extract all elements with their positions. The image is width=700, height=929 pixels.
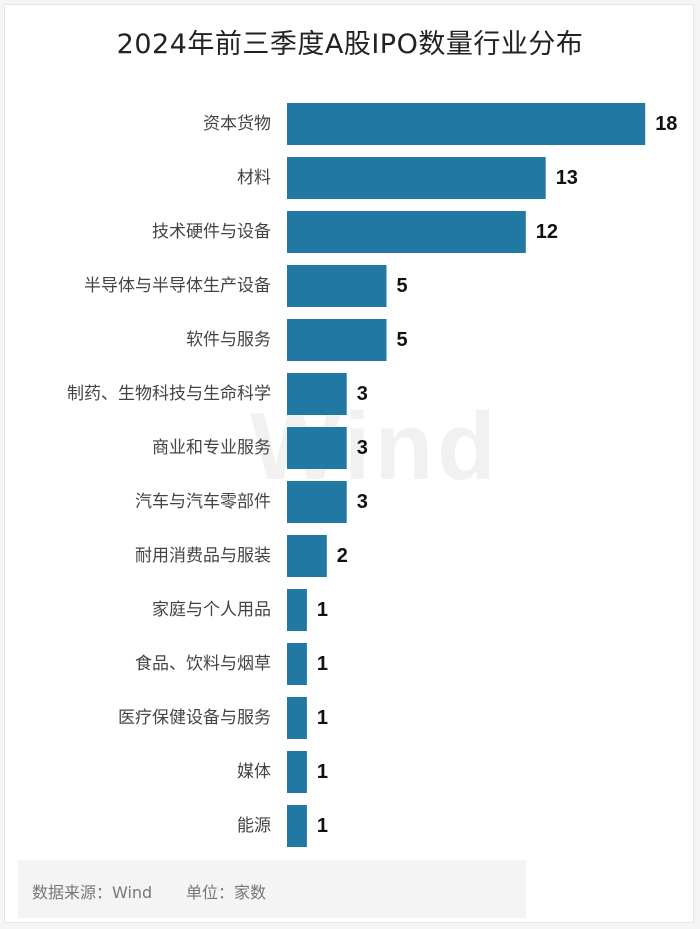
category-labels: 资本货物材料技术硬件与设备半导体与半导体生产设备软件与服务制药、生物科技与生命科… [67, 114, 271, 836]
category-label: 耐用消费品与服装 [135, 546, 271, 566]
category-label: 媒体 [237, 762, 271, 782]
bar [287, 697, 307, 739]
unit-note: 单位：家数 [186, 883, 267, 902]
bar [287, 805, 307, 847]
value-label: 1 [317, 707, 328, 729]
value-label: 3 [357, 383, 368, 405]
category-label: 食品、饮料与烟草 [135, 654, 271, 674]
category-label: 资本货物 [203, 114, 271, 134]
bar [287, 157, 546, 199]
category-label: 技术硬件与设备 [152, 222, 271, 242]
value-label: 13 [556, 167, 578, 189]
value-labels: 18 13 12 5 5 3 3 3 2 1 1 1 1 1 [317, 113, 678, 837]
category-label: 制药、生物科技与生命科学 [67, 384, 271, 404]
value-label: 12 [536, 221, 558, 243]
category-label: 能源 [237, 816, 271, 836]
value-label: 1 [317, 815, 328, 837]
bar [287, 373, 347, 415]
value-label: 1 [317, 599, 328, 621]
value-label: 2 [337, 545, 348, 567]
value-label: 1 [317, 761, 328, 783]
category-label: 材料 [237, 168, 271, 188]
footer-note: 数据来源：Wind 单位：家数 [18, 860, 526, 918]
bar [287, 481, 347, 523]
bar [287, 535, 327, 577]
chart-title: 2024年前三季度A股IPO数量行业分布 [116, 29, 584, 60]
category-label: 家庭与个人用品 [152, 600, 271, 620]
category-label: 商业和专业服务 [152, 438, 271, 458]
bar [287, 319, 387, 361]
bar [287, 211, 526, 253]
bar [287, 265, 387, 307]
bar [287, 589, 307, 631]
value-label: 5 [397, 329, 408, 351]
bar [287, 427, 347, 469]
category-label: 汽车与汽车零部件 [135, 492, 271, 512]
value-label: 18 [655, 113, 677, 135]
value-label: 5 [397, 275, 408, 297]
value-label: 1 [317, 653, 328, 675]
bar [287, 643, 307, 685]
bar [287, 751, 307, 793]
category-label: 软件与服务 [186, 330, 271, 350]
value-label: 3 [357, 491, 368, 513]
category-label: 医疗保健设备与服务 [118, 708, 271, 728]
value-label: 3 [357, 437, 368, 459]
bar [287, 103, 646, 145]
bars [287, 103, 646, 847]
category-label: 半导体与半导体生产设备 [84, 276, 271, 296]
data-source-note: 数据来源：Wind [32, 883, 153, 902]
